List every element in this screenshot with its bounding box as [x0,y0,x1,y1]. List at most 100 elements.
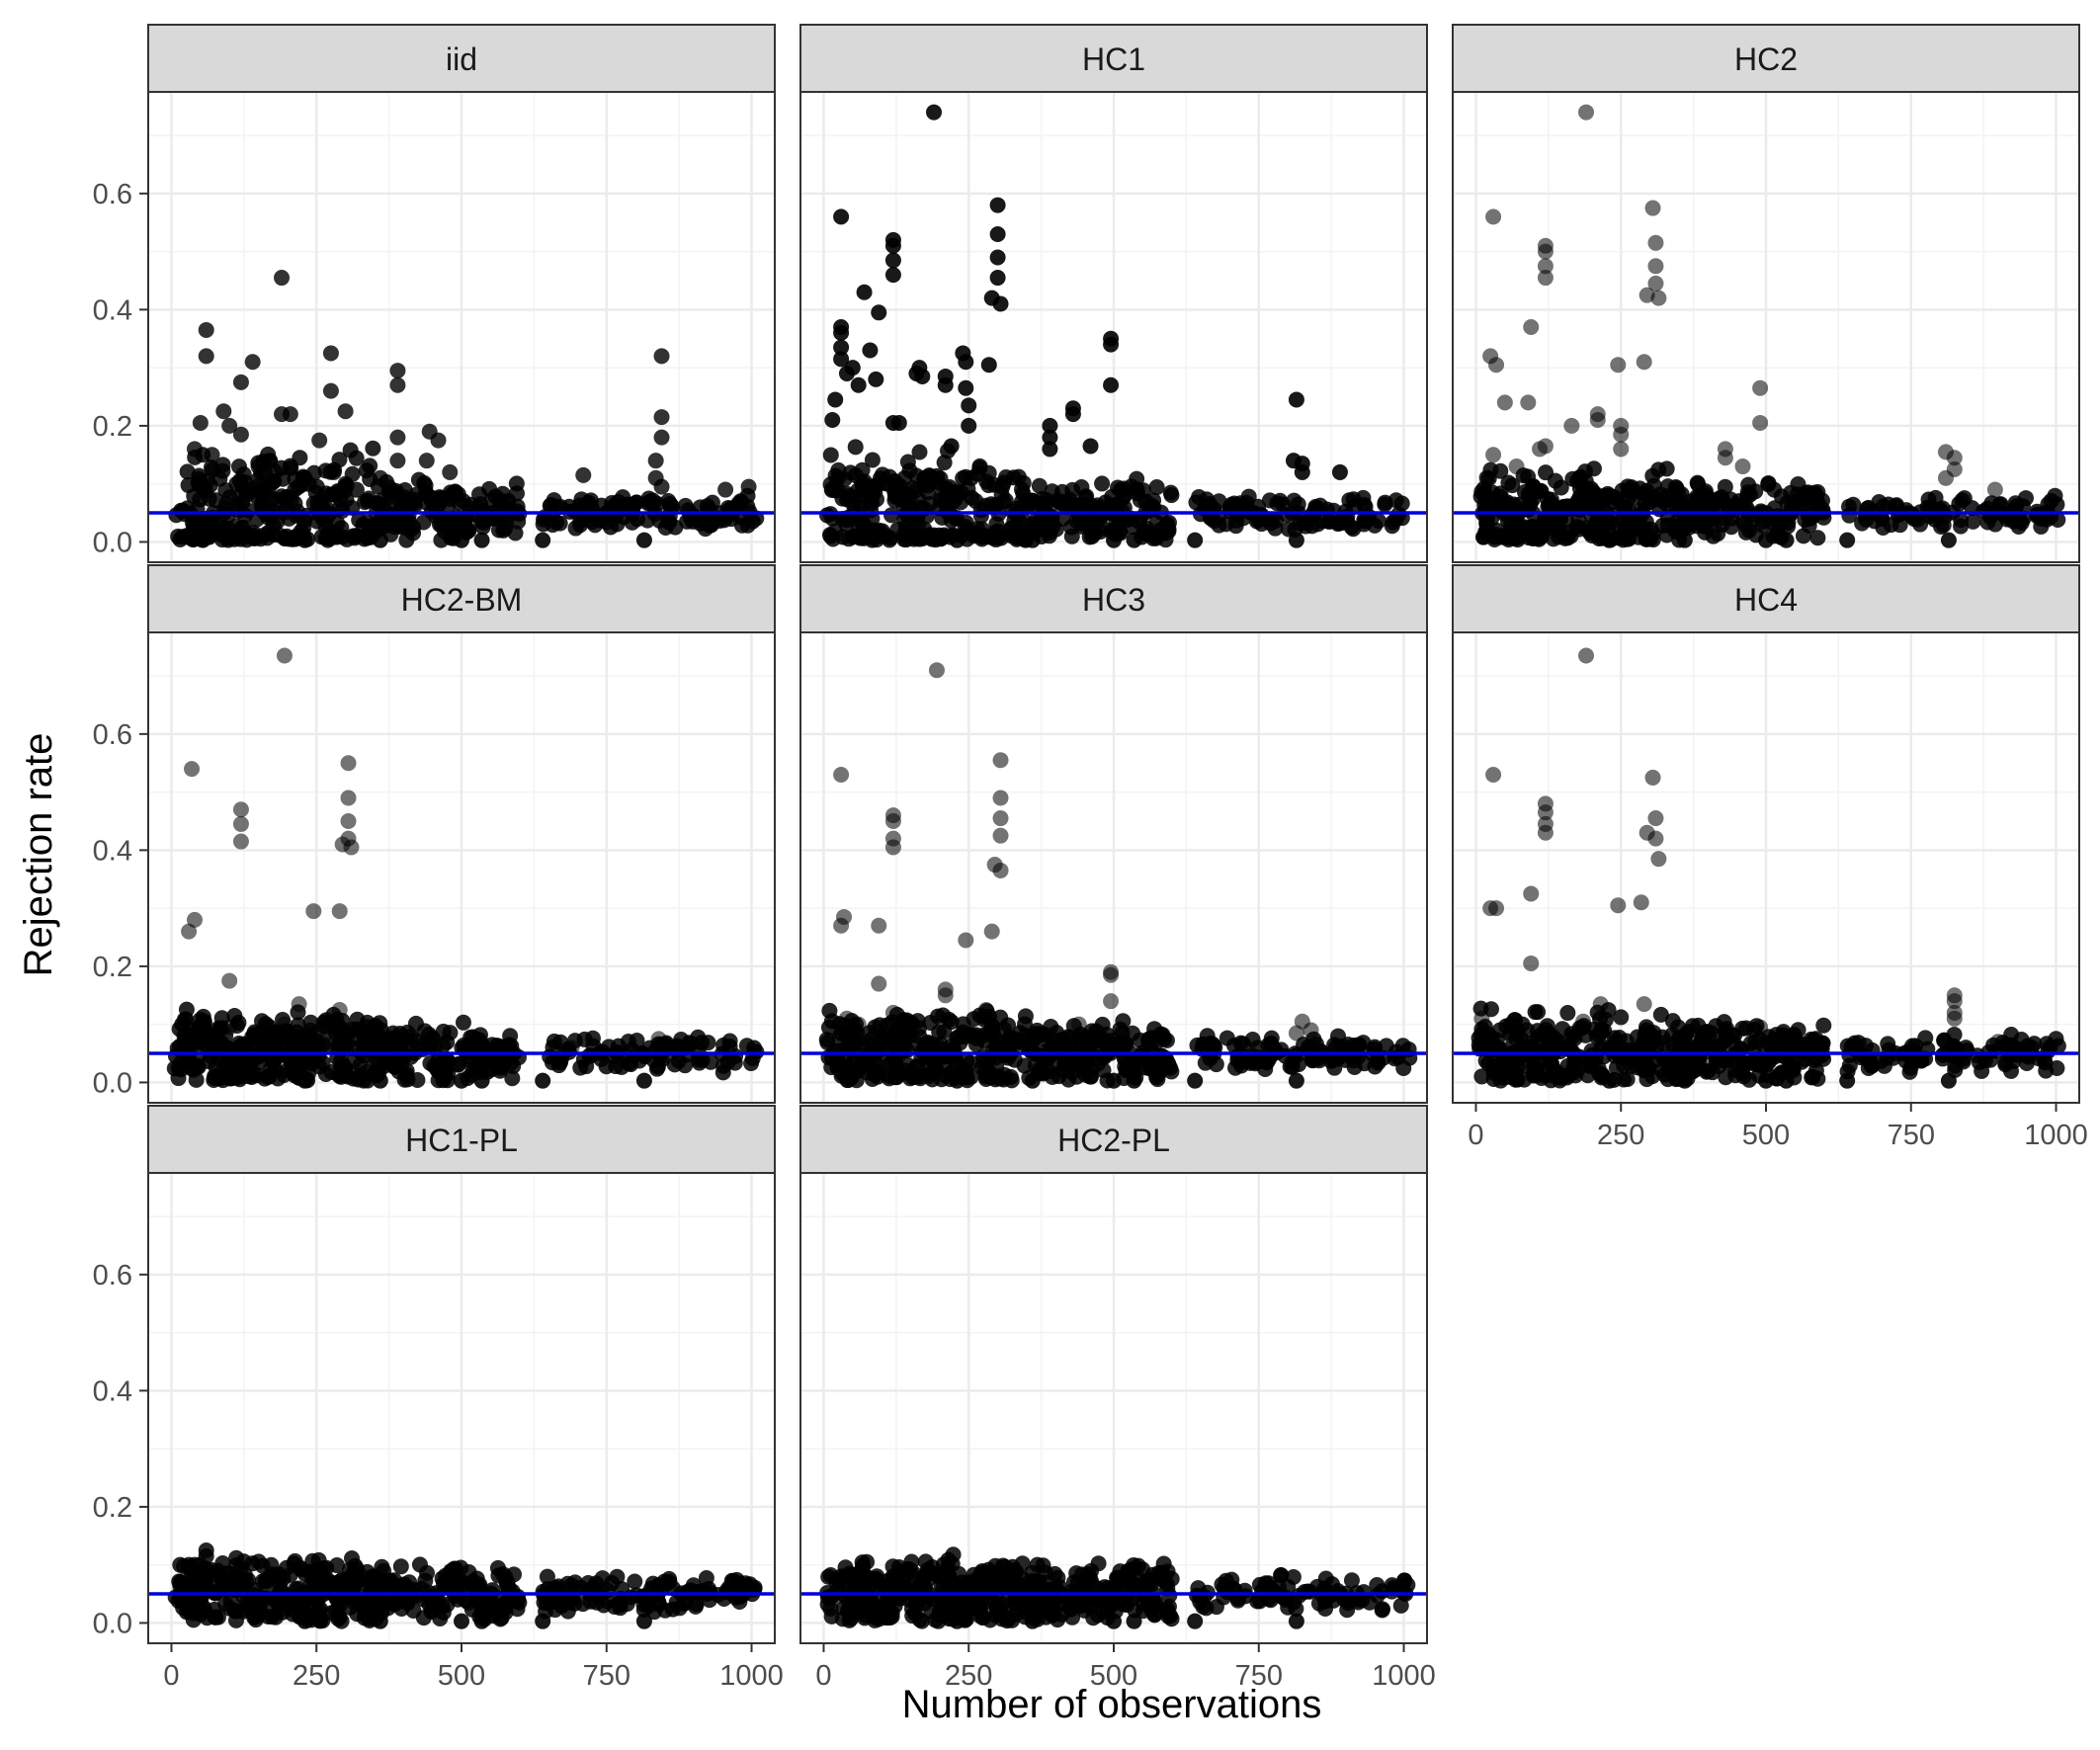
data-point [700,1035,716,1051]
data-point [232,833,249,850]
data-point [276,1025,293,1042]
data-point [916,1595,933,1612]
data-point [653,348,670,365]
data-point [232,374,249,390]
data-point [1345,491,1362,508]
data-point [955,1016,971,1033]
data-point [1050,1569,1066,1586]
data-point [352,1057,369,1074]
y-tick-label: 0.6 [93,179,132,210]
data-point [1031,477,1048,494]
data-point [1129,1579,1145,1596]
data-point [1538,1022,1554,1039]
data-point [1758,532,1774,548]
data-point [961,397,977,414]
data-point [543,497,559,514]
data-point [1187,1613,1204,1629]
data-point [992,295,1009,312]
data-point [1577,520,1594,537]
data-point [1668,480,1685,497]
panel-hc1: HC1 [799,24,1428,563]
data-point [869,525,885,542]
x-tick-label: 250 [1597,1120,1644,1151]
data-point [841,1565,858,1582]
data-point [911,444,928,460]
data-point [377,514,393,531]
data-point [1369,1052,1386,1069]
data-point [1578,104,1595,121]
data-point [1198,1600,1215,1617]
data-point [1476,496,1493,513]
data-point [967,1030,984,1046]
data-point [1093,1592,1110,1609]
data-point [958,354,974,371]
data-point [715,1037,732,1053]
data-point [1613,1009,1630,1026]
data-point [868,1571,884,1588]
data-point [392,1558,409,1575]
data-point [1690,511,1707,528]
panel-border [1452,91,2080,563]
data-point [1106,1072,1122,1089]
data-point [1638,1036,1655,1052]
data-point [2008,498,2025,515]
data-point [337,403,354,420]
data-point [833,339,850,356]
data-point [657,1602,674,1619]
data-point [1814,1046,1831,1063]
data-point [1650,461,1667,478]
data-point [1294,463,1310,480]
data-point [992,790,1009,806]
data-point [983,923,1000,940]
data-point [744,513,761,530]
data-point [958,379,974,396]
data-point [1399,1576,1416,1593]
data-point [1764,1042,1781,1059]
data-point [1752,1019,1769,1036]
data-point [1232,495,1249,512]
data-point [1042,524,1058,541]
data-point [385,1056,402,1073]
panel-strip [1452,564,2080,633]
data-point [1737,524,1754,541]
data-point [1112,1563,1129,1580]
data-point [1613,426,1630,443]
data-point [448,1574,464,1591]
data-point [185,1061,202,1078]
data-point [1641,494,1658,511]
data-point [1042,441,1058,458]
data-point [1192,1588,1209,1605]
x-tick-label: 750 [583,1660,630,1692]
data-point [1496,394,1513,411]
data-point [1508,1069,1525,1086]
data-point [1601,532,1618,548]
data-point [296,1613,313,1629]
data-point [635,532,652,548]
data-point [717,481,734,498]
y-axis-label: Rejection rate [17,733,60,977]
data-point [1346,1059,1363,1076]
data-point [418,486,435,503]
data-point [1694,1035,1711,1051]
data-point [1670,495,1687,512]
data-point [192,477,209,494]
data-point [1343,1572,1360,1589]
data-point [343,839,360,856]
data-point [1229,1052,1246,1069]
data-point [884,839,901,856]
data-point [1638,531,1655,547]
data-point [398,1066,415,1083]
data-point [317,530,334,546]
data-point [2049,1060,2065,1077]
data-point [247,530,264,546]
data-point [937,987,954,1004]
data-point [254,1013,271,1030]
data-point [1636,354,1652,371]
data-point [235,465,252,482]
data-point [215,403,232,420]
data-point [1619,1071,1636,1088]
data-point [204,447,220,463]
data-point [318,485,335,502]
